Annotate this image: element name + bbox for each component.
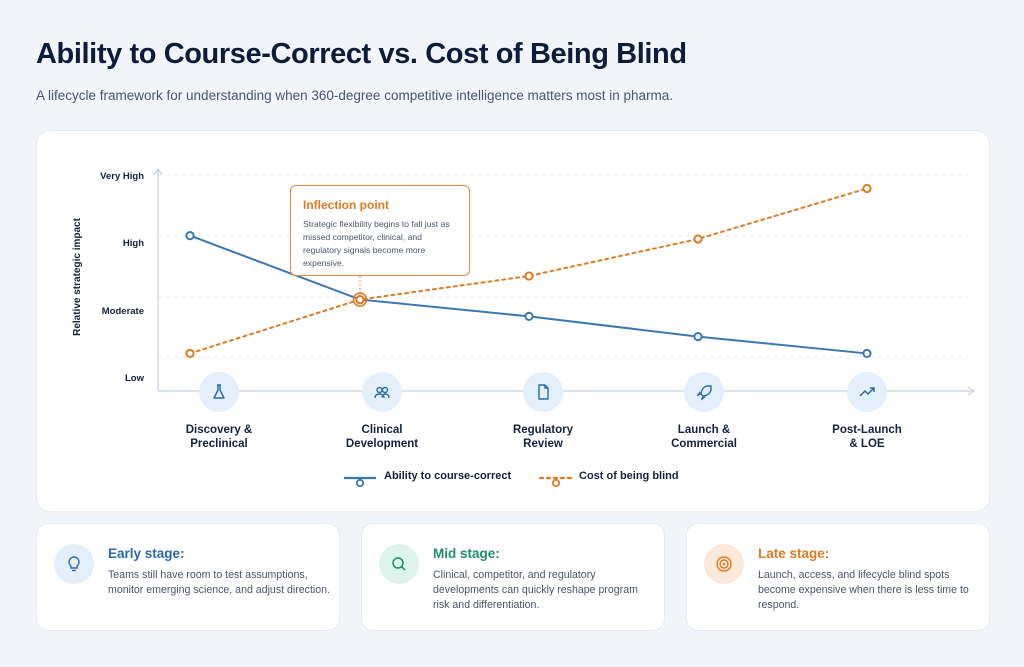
- x-category-label: Post-Launch & LOE: [797, 423, 937, 451]
- legend-label-cost-blind: Cost of being blind: [579, 470, 679, 482]
- y-axis-label: Relative strategic impact: [72, 217, 83, 335]
- legend-label-course-correct: Ability to course-correct: [384, 470, 512, 482]
- mid-stage-card: Mid stage: Clinical, competitor, and reg…: [361, 523, 665, 631]
- x-category-label: Regulatory Review: [473, 423, 613, 451]
- data-point: [693, 234, 703, 244]
- inflection-title: Inflection point: [303, 198, 389, 212]
- x-category-label-line: Clinical: [361, 424, 403, 436]
- legend-marker: [551, 478, 561, 488]
- x-category-label: Clinical Development: [312, 423, 452, 451]
- late-stage-text: Launch, access, and lifecycle blind spot…: [758, 569, 969, 611]
- legend-marker: [355, 478, 365, 488]
- early-stage-text: Teams still have room to test assumption…: [108, 569, 330, 596]
- data-point: [185, 231, 195, 241]
- late-stage-card: Late stage: Launch, access, and lifecycl…: [686, 523, 990, 631]
- series-line-cost-blind: [189, 187, 868, 355]
- document-icon: [523, 372, 563, 412]
- x-category-label-line: Commercial: [671, 438, 737, 450]
- x-category-label-line: Post-Launch: [832, 424, 902, 436]
- x-category-label-line: Development: [345, 438, 419, 450]
- mid-stage-text: Clinical, competitor, and regulatory dev…: [433, 569, 638, 611]
- x-category-label-line: Launch &: [677, 424, 731, 436]
- late-stage-title: Late stage:: [758, 546, 830, 561]
- data-point: [524, 271, 534, 281]
- data-point: [355, 294, 365, 305]
- inflection-marker: [352, 292, 368, 307]
- inflection-callout: Inflection point Strategic flexibility b…: [290, 185, 470, 276]
- data-point: [185, 348, 195, 359]
- y-tick-label: High: [123, 238, 144, 249]
- x-category-label-line: & LOE: [849, 438, 885, 450]
- data-point: [862, 183, 872, 194]
- search-icon: [379, 544, 419, 584]
- page-title: Ability to Course-Correct vs. Cost of Be…: [36, 38, 687, 70]
- rocket-icon: [684, 372, 724, 412]
- y-tick-label: Moderate: [102, 306, 144, 317]
- early-stage-card: Early stage: Teams still have room to te…: [36, 523, 340, 631]
- users-icon: [362, 372, 402, 412]
- page-subtitle: A lifecycle framework for understanding …: [36, 88, 674, 103]
- x-category-label: Launch & Commercial: [634, 423, 774, 451]
- y-tick-label: Low: [125, 373, 145, 384]
- y-tick-label: Very High: [100, 171, 144, 182]
- flask-icon: [199, 372, 239, 412]
- x-axis-arrow: [967, 386, 976, 396]
- x-category-label-line: Review: [523, 438, 563, 450]
- lightbulb-icon: [54, 544, 94, 584]
- target-icon: [704, 544, 744, 584]
- data-point: [693, 332, 703, 342]
- early-stage-title: Early stage:: [108, 546, 185, 561]
- x-category-label: Discovery & Preclinical: [149, 423, 289, 451]
- data-point: [862, 348, 872, 359]
- inflection-text: Strategic flexibility begins to fall jus…: [303, 219, 450, 268]
- chart-card: [36, 130, 990, 512]
- x-category-label-line: Preclinical: [190, 438, 248, 450]
- y-axis-arrow: [153, 167, 163, 176]
- mid-stage-title: Mid stage:: [433, 546, 500, 561]
- x-category-label-line: Regulatory: [512, 424, 574, 436]
- data-point: [524, 311, 534, 321]
- x-category-label-line: Discovery &: [185, 424, 253, 436]
- trend-up-icon: [847, 372, 887, 412]
